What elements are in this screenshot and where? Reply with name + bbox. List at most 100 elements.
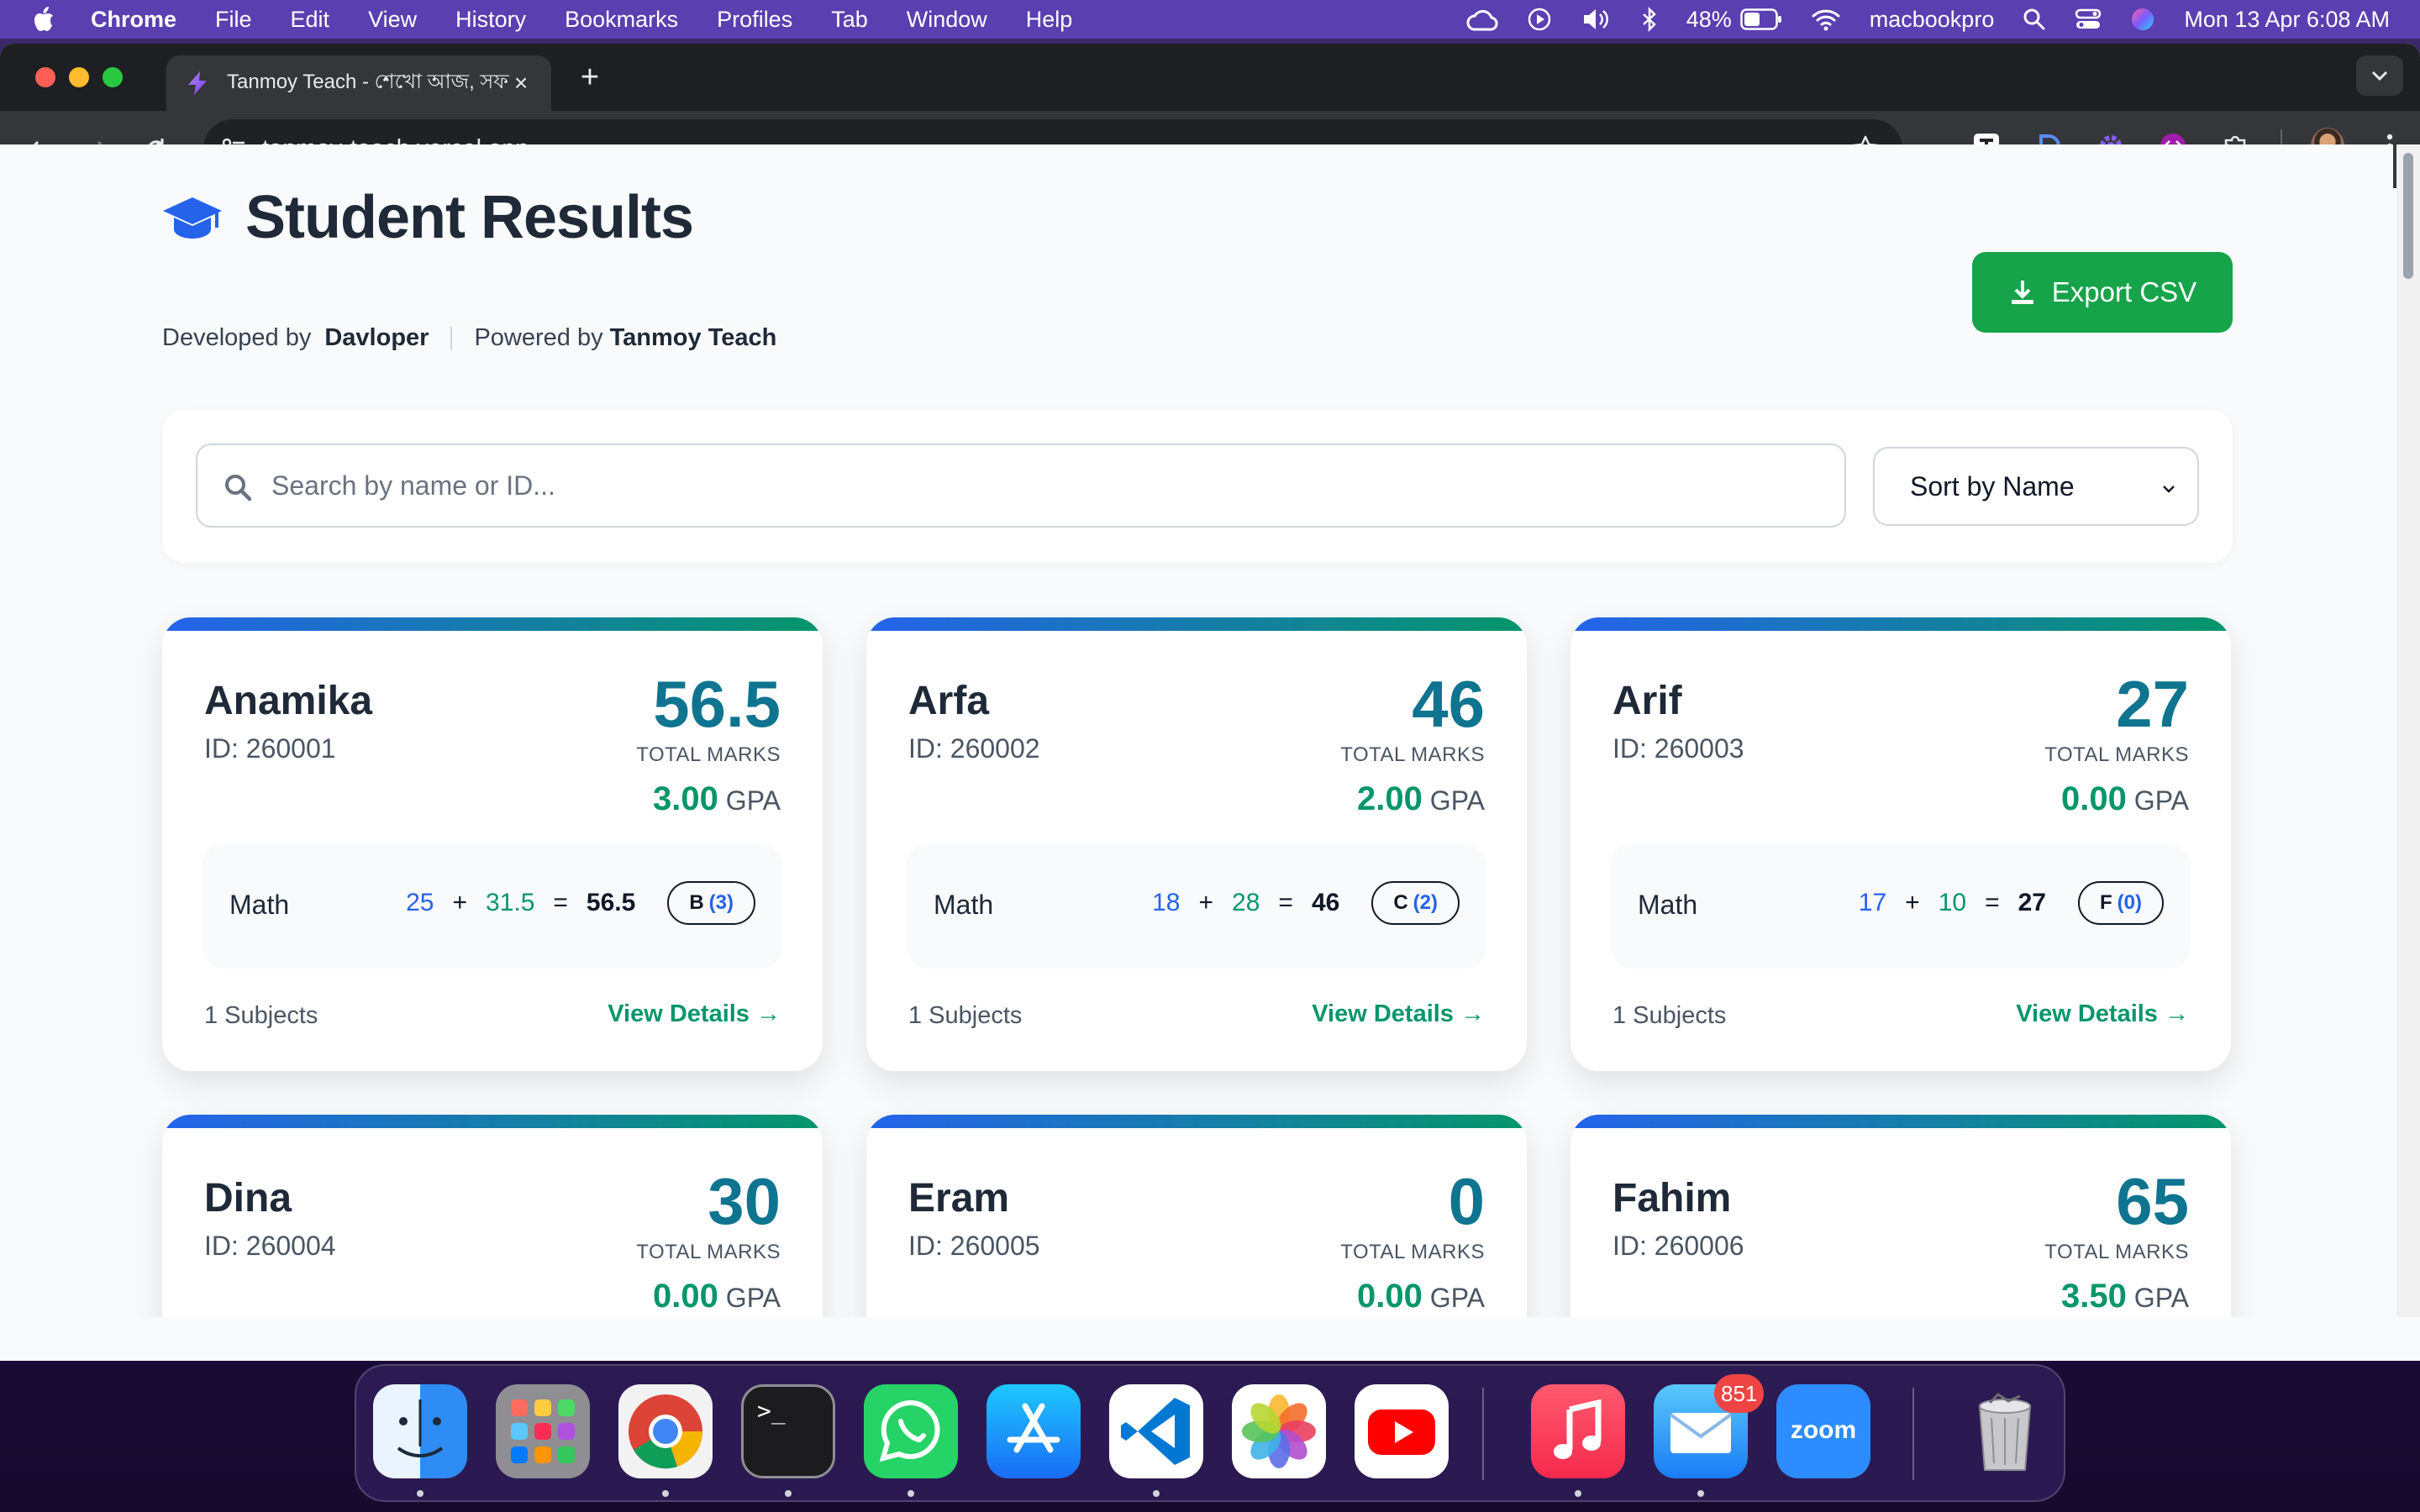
gpa-label: GPA [1429,785,1485,816]
student-id: ID: 260005 [908,1231,1040,1261]
control-center-icon[interactable] [2075,8,2102,31]
subject-total: 27 [2018,889,2046,916]
vscode-icon[interactable] [1109,1384,1203,1478]
menu-bookmarks[interactable]: Bookmarks [565,6,679,32]
marks-breakdown: 17 + 10 = 27 F (0) [1859,881,2164,925]
menu-window[interactable]: Window [906,6,987,32]
menu-tab[interactable]: Tab [831,6,868,32]
sort-select[interactable]: Sort by Name [1873,447,2199,526]
gpa-value: 2.00 GPA [1357,780,1485,818]
card-accent-bar [1570,1115,2231,1128]
menu-view[interactable]: View [368,6,418,32]
play-circle-icon[interactable] [1527,7,1552,32]
student-id: ID: 260004 [204,1231,336,1261]
volume-icon[interactable] [1581,7,1612,32]
bluetooth-icon[interactable] [1641,7,1658,32]
scrollbar-thumb[interactable] [2403,153,2413,279]
tab-search-button[interactable] [2356,55,2403,96]
gpa-label: GPA [2133,785,2189,816]
menu-history[interactable]: History [455,6,527,32]
student-name: Arif [1612,679,1682,723]
menu-help[interactable]: Help [1025,6,1073,32]
student-id: ID: 260003 [1612,733,1744,764]
hostname-label[interactable]: macbookpro [1869,6,1995,32]
equals-sign: = [1278,889,1293,916]
view-details-link[interactable]: View Details → [2016,1000,2189,1027]
total-marks-label: TOTAL MARKS [2044,743,2189,766]
dock-separator [1912,1388,1914,1480]
gpa-label: GPA [1429,1283,1485,1313]
export-csv-label: Export CSV [2051,276,2197,307]
siri-icon[interactable] [2130,7,2155,32]
wifi-icon[interactable] [1811,8,1841,31]
music-icon[interactable] [1531,1384,1625,1478]
music-running-dot [1575,1490,1581,1497]
menu-app-name[interactable]: Chrome [91,6,177,32]
student-card[interactable]: Anamika ID: 260001 56.5 TOTAL MARKS 3.00… [162,617,823,1071]
photos-icon[interactable] [1232,1384,1326,1478]
search-input[interactable] [271,470,1844,501]
view-details-link[interactable]: View Details → [608,1000,781,1027]
developed-by-label: Developed by [162,324,312,351]
menu-edit[interactable]: Edit [290,6,330,32]
spotlight-search-icon[interactable] [2023,8,2046,31]
page-scrollbar[interactable] [2396,144,2420,1317]
zoom-label: zoom [1790,1416,1857,1444]
vscode-running-dot [1153,1490,1160,1497]
mcq-marks: 28 [1232,889,1260,916]
mail-running-dot [1697,1490,1704,1497]
export-csv-button[interactable]: Export CSV [1972,252,2233,333]
grade-point: (0) [2117,891,2142,914]
search-icon [225,475,252,501]
creative-cloud-icon[interactable] [1466,8,1498,31]
new-tab-button[interactable]: + [580,59,600,95]
battery-icon [1740,8,1781,30]
zoom-window-button[interactable] [103,67,123,87]
credits-line: Developed by Davloper Powered by Tanmoy T… [162,324,776,352]
total-marks-label: TOTAL MARKS [636,743,781,766]
view-details-link[interactable]: View Details → [1312,1000,1485,1027]
mail-icon[interactable] [1654,1384,1748,1478]
gpa-number: 2.00 [1357,780,1423,817]
powered-by-name: Tanmoy Teach [609,324,777,351]
search-box[interactable] [196,444,1846,528]
written-marks: 17 [1858,889,1887,916]
menu-file[interactable]: File [215,6,252,32]
gpa-value: 3.00 GPA [653,780,781,818]
student-card[interactable]: Eram ID: 260005 0 TOTAL MARKS 0.00 GPA [866,1115,1527,1317]
launchpad-icon[interactable] [496,1384,590,1478]
dock-separator [1482,1388,1484,1480]
battery-status[interactable]: 48% [1686,7,1782,33]
whatsapp-icon[interactable] [864,1384,958,1478]
subjects-count: 1 Subjects [1612,1002,1727,1029]
menu-profiles[interactable]: Profiles [717,6,793,32]
terminal-icon[interactable]: >_ [741,1384,835,1478]
grade-point: (3) [708,891,734,914]
student-card[interactable]: Fahim ID: 260006 65 TOTAL MARKS 3.50 GPA [1570,1115,2231,1317]
youtube-icon[interactable] [1355,1384,1449,1478]
gpa-value: 0.00 GPA [2061,780,2189,818]
tab-close-icon[interactable]: × [513,70,529,96]
gpa-number: 3.00 [653,780,718,817]
menubar-clock[interactable]: Mon 13 Apr 6:08 AM [2184,6,2390,32]
student-id: ID: 260001 [204,733,336,764]
minimize-window-button[interactable] [69,67,89,87]
chevron-down-icon [2371,71,2388,81]
card-accent-bar [162,617,823,631]
lightning-favicon-icon [188,71,207,95]
finder-icon[interactable] [373,1384,467,1478]
mcq-marks: 31.5 [486,889,535,916]
filter-panel: Sort by Name [162,410,2233,563]
student-card[interactable]: Arif ID: 260003 27 TOTAL MARKS 0.00 GPA … [1570,617,2231,1071]
apple-icon[interactable] [32,7,57,32]
student-card[interactable]: Arfa ID: 260002 46 TOTAL MARKS 2.00 GPA … [866,617,1527,1071]
close-window-button[interactable] [35,67,55,87]
student-card[interactable]: Dina ID: 260004 30 TOTAL MARKS 0.00 GPA [162,1115,823,1317]
zoom-icon[interactable]: zoom [1776,1384,1870,1478]
trash-icon[interactable] [1958,1384,2052,1478]
gpa-number: 0.00 [1357,1278,1423,1315]
grade-letter: F [2099,891,2112,914]
chrome-icon[interactable] [618,1384,713,1478]
app-store-icon[interactable] [986,1384,1081,1478]
tab-tanmoy-teach[interactable]: Tanmoy Teach - শেখো আজ, সফল × [166,55,551,111]
